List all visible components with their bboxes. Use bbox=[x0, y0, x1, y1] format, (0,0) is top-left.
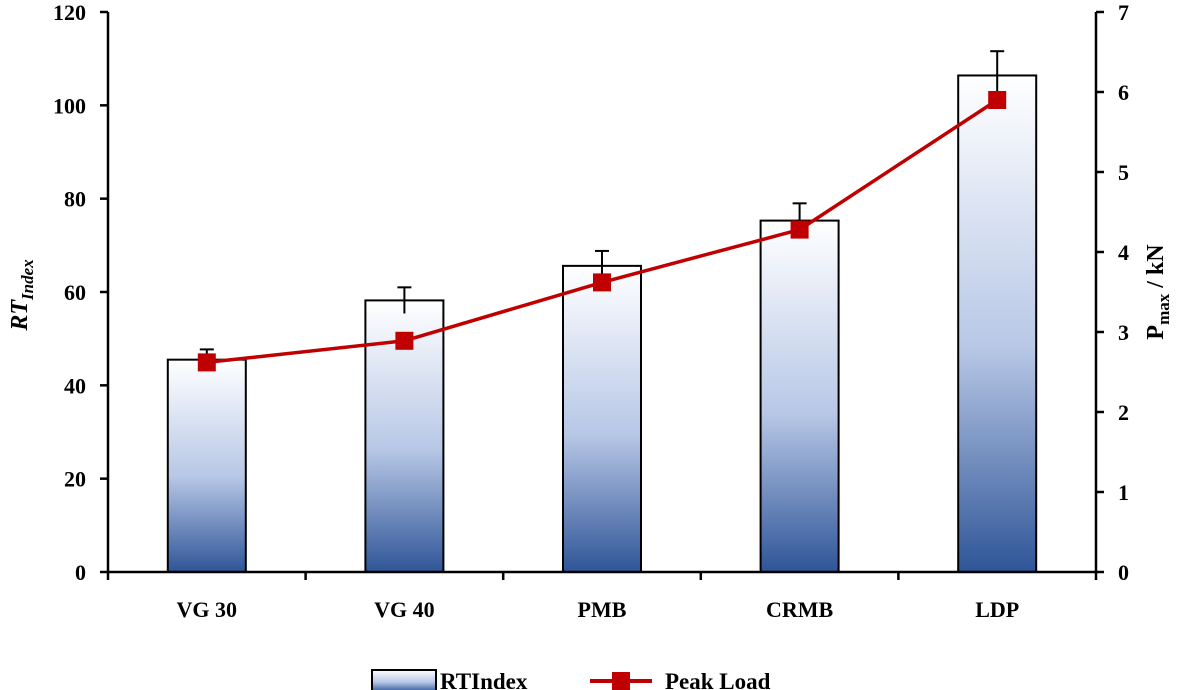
bar-crmb bbox=[759, 219, 840, 573]
x-tick-label-ldp: LDP bbox=[975, 597, 1019, 622]
bar-ldp bbox=[957, 74, 1038, 573]
peak-load-marker-vg-40 bbox=[395, 331, 414, 350]
peak-load-marker-ldp bbox=[988, 91, 1007, 109]
x-tick-label-pmb: PMB bbox=[578, 597, 627, 622]
y2-tick-label-7: 7 bbox=[1118, 0, 1129, 25]
bars-group bbox=[166, 74, 1038, 573]
y2-tick-label-6: 6 bbox=[1118, 80, 1129, 105]
y-tick-label-0: 0 bbox=[75, 560, 86, 585]
line-series-group bbox=[197, 91, 1007, 372]
y2-tick-label-3: 3 bbox=[1118, 320, 1129, 345]
y2-tick-label-4: 4 bbox=[1118, 240, 1129, 265]
peak-load-marker-pmb bbox=[593, 273, 611, 292]
y2-tick-label-0: 0 bbox=[1118, 560, 1129, 585]
legend-marker-peak-load bbox=[612, 672, 630, 690]
bar-pmb bbox=[562, 264, 642, 573]
legend-swatch-rtindex bbox=[371, 669, 437, 690]
ticks-group: 0 20 40 60 80 100 120 0 1 2 3 4 5 6 7 VG 30 VG 40 PMB CRMB… bbox=[53, 0, 1129, 622]
y2-axis-title-suffix: / kN bbox=[1143, 244, 1169, 294]
y-axis-title-subscript: Index bbox=[18, 259, 37, 301]
y2-axis-title-subscript: max bbox=[1154, 293, 1173, 325]
x-tick-label-crmb: CRMB bbox=[766, 597, 834, 622]
peak-load-marker-vg-30 bbox=[197, 353, 216, 372]
y2-tick-label-2: 2 bbox=[1118, 400, 1129, 425]
y2-tick-label-1: 1 bbox=[1118, 480, 1129, 505]
bar-vg-30 bbox=[166, 358, 247, 573]
y-axis-title: RTIndex bbox=[7, 259, 37, 332]
legend: RTIndex Peak Load bbox=[371, 669, 771, 690]
y2-tick-label-5: 5 bbox=[1118, 160, 1129, 185]
y-tick-label-120: 120 bbox=[53, 0, 86, 25]
x-tick-label-vg-30: VG 30 bbox=[177, 597, 238, 622]
x-tick-label-vg-40: VG 40 bbox=[374, 597, 435, 622]
legend-label-peak-load: Peak Load bbox=[665, 669, 771, 690]
peak-load-marker-crmb bbox=[790, 220, 809, 239]
y2-axis-title: Pmax / kN bbox=[1143, 244, 1173, 340]
y-tick-label-100: 100 bbox=[53, 93, 86, 118]
legend-label-rtindex: RTIndex bbox=[440, 669, 528, 690]
y-tick-label-20: 20 bbox=[64, 467, 86, 492]
y-tick-label-40: 40 bbox=[64, 373, 86, 398]
y-tick-label-60: 60 bbox=[64, 280, 86, 305]
y-tick-label-80: 80 bbox=[64, 187, 86, 212]
